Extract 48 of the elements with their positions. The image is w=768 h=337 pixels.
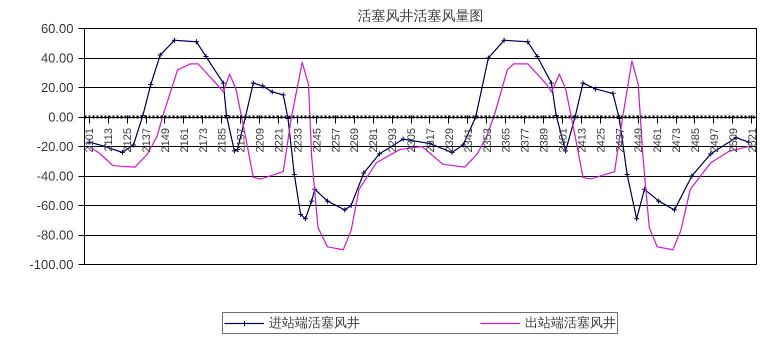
x-tick-label: 2101 bbox=[84, 128, 96, 152]
x-tick-label: 2425 bbox=[595, 128, 608, 152]
x-tick-label: 2221 bbox=[274, 128, 286, 152]
x-tick-label: 2173 bbox=[198, 128, 210, 152]
legend-label: 出站端活塞风井 bbox=[525, 314, 616, 332]
y-tick-label: 20.00 bbox=[40, 80, 74, 95]
x-tick-label: 2185 bbox=[216, 128, 229, 152]
x-tick-label: 2257 bbox=[330, 128, 342, 152]
x-tick-label: 2293 bbox=[387, 128, 400, 152]
x-tick-label: 2473 bbox=[671, 128, 684, 152]
x-tick-label: 2233 bbox=[292, 128, 304, 152]
x-tick-label: 2113 bbox=[103, 128, 116, 152]
x-tick-label: 2281 bbox=[368, 128, 380, 152]
x-tick-label: 2521 bbox=[746, 128, 759, 152]
x-tick-label: 2389 bbox=[538, 128, 551, 152]
x-tick-label: 2209 bbox=[254, 128, 267, 152]
x-tick-label: 2509 bbox=[728, 128, 740, 152]
x-tick-label: 2125 bbox=[122, 128, 134, 152]
x-tick-label: 2137 bbox=[141, 128, 154, 152]
x-tick-label: 2197 bbox=[236, 128, 248, 152]
x-tick-label: 2497 bbox=[708, 128, 721, 152]
x-tick-label: 2449 bbox=[633, 128, 646, 152]
x-tick-label: 2305 bbox=[406, 128, 418, 152]
x-tick-label: 2353 bbox=[482, 128, 494, 152]
x-tick-label: 2437 bbox=[614, 128, 626, 152]
x-tick-label: 2269 bbox=[349, 128, 362, 152]
legend-label: 进站端活塞风井 bbox=[269, 314, 360, 332]
y-tick-label: 40.00 bbox=[40, 50, 74, 66]
x-tick-label: 2341 bbox=[462, 128, 475, 152]
y-tick-label: -80.00 bbox=[36, 228, 74, 242]
x-tick-label: 2377 bbox=[520, 128, 532, 152]
x-tick-label: 2365 bbox=[500, 128, 513, 152]
y-tick-label: 0.00 bbox=[48, 110, 74, 124]
y-tick-label: -100.00 bbox=[29, 257, 74, 272]
x-tick-label: 2161 bbox=[178, 128, 191, 152]
x-tick-label: 2245 bbox=[311, 128, 324, 152]
x-tick-label: 2149 bbox=[160, 128, 172, 152]
y-tick-label: -60.00 bbox=[36, 198, 74, 213]
x-tick-label: 2461 bbox=[652, 128, 664, 152]
y-tick-label: 60.00 bbox=[40, 21, 74, 36]
x-tick-label: 2413 bbox=[576, 128, 588, 152]
x-tick-label: 2329 bbox=[444, 128, 456, 152]
y-tick-label: -40.00 bbox=[36, 168, 74, 184]
y-tick-label: -20.00 bbox=[36, 139, 74, 154]
x-tick-label: 2401 bbox=[557, 128, 570, 152]
x-tick-label: 2485 bbox=[690, 128, 702, 152]
x-tick-label: 2317 bbox=[424, 128, 437, 152]
chart-title: 活塞风井活塞风量图 bbox=[358, 8, 484, 24]
